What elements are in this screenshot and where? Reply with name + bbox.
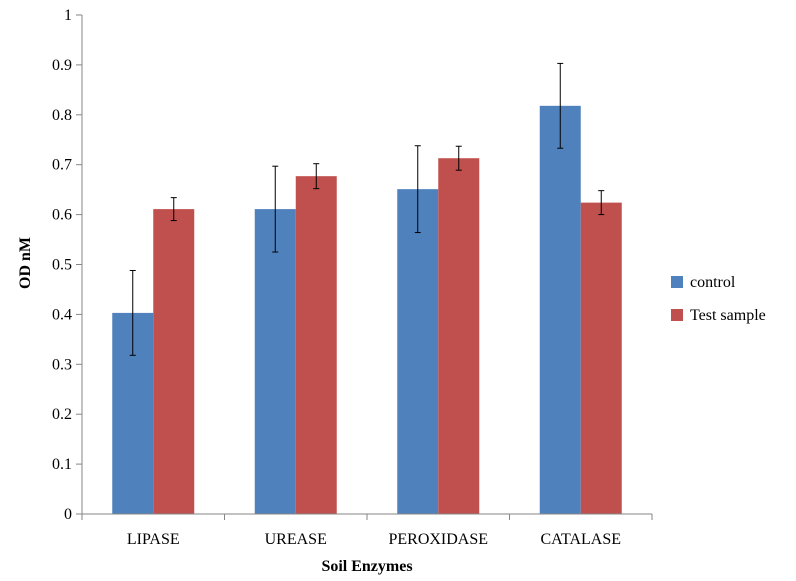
bar-control xyxy=(397,189,438,514)
y-tick-label: 0.7 xyxy=(52,157,72,174)
legend-swatch xyxy=(671,276,683,288)
x-axis-ticks: LIPASE UREASE PEROXIDASE CATALASE xyxy=(82,514,652,548)
y-tick-label: 0.4 xyxy=(52,306,72,323)
y-tick-label: 0.8 xyxy=(52,107,72,124)
y-tick-label: 0.3 xyxy=(52,356,72,373)
legend-swatch xyxy=(671,309,683,321)
y-tick-label: 1 xyxy=(64,7,72,24)
y-tick-label: 0.5 xyxy=(52,257,72,274)
bar-test-sample xyxy=(153,209,194,514)
legend-item: control xyxy=(671,274,736,291)
legend: control Test sample xyxy=(671,274,766,324)
y-axis-ticks: 0 0.1 0.2 0.3 0.4 0.5 0.6 0.7 0.8 0.9 1 xyxy=(52,7,82,523)
x-tick-label: LIPASE xyxy=(127,531,180,548)
bar-test-sample xyxy=(296,176,337,514)
legend-item: Test sample xyxy=(671,307,766,324)
error-bars xyxy=(130,63,605,355)
legend-label: Test sample xyxy=(690,307,766,324)
y-tick-label: 0.2 xyxy=(52,406,72,423)
x-tick-label: UREASE xyxy=(265,531,327,548)
legend-label: control xyxy=(690,274,736,291)
y-tick-label: 0 xyxy=(64,506,72,523)
bars xyxy=(112,106,622,514)
bar-test-sample xyxy=(581,203,622,514)
bar-test-sample xyxy=(438,158,479,514)
x-tick-label: CATALASE xyxy=(541,531,622,548)
x-axis-title: Soil Enzymes xyxy=(321,558,412,575)
bar-control xyxy=(540,106,581,514)
y-tick-label: 0.9 xyxy=(52,57,72,74)
x-tick-label: PEROXIDASE xyxy=(388,531,488,548)
y-tick-label: 0.6 xyxy=(52,207,72,224)
y-axis-title: OD nM xyxy=(17,237,34,289)
y-tick-label: 0.1 xyxy=(52,456,72,473)
bar-control xyxy=(255,209,296,514)
